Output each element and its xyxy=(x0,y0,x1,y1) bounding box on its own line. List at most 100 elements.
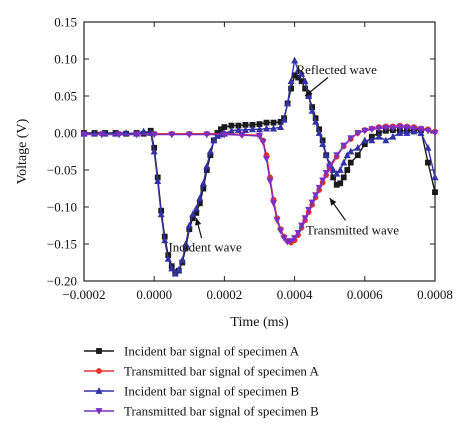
data-point xyxy=(347,135,355,143)
data-point xyxy=(382,136,390,144)
data-point xyxy=(206,147,214,155)
data-point xyxy=(315,184,323,192)
data-point xyxy=(301,77,309,85)
data-point xyxy=(178,256,186,264)
data-point xyxy=(337,180,344,187)
data-point xyxy=(227,126,235,134)
data-point xyxy=(396,129,404,136)
data-point xyxy=(161,236,169,244)
data-point xyxy=(288,85,294,92)
data-point xyxy=(150,147,158,155)
data-point xyxy=(203,162,211,170)
legend-marker xyxy=(96,348,102,354)
x-tick-label: 0.0000 xyxy=(136,287,172,302)
y-tick-label: 0.10 xyxy=(54,52,77,67)
data-point xyxy=(234,126,242,133)
data-point xyxy=(343,151,351,159)
legend-marker xyxy=(95,408,103,415)
y-axis-label: Voltage (V) xyxy=(15,118,30,184)
data-point xyxy=(196,194,204,202)
data-point xyxy=(375,132,383,140)
data-point xyxy=(185,221,193,229)
data-point xyxy=(308,199,316,207)
data-point xyxy=(431,130,439,137)
x-axis-label: Time (ms) xyxy=(230,315,289,330)
data-point xyxy=(210,136,218,144)
data-point xyxy=(322,170,330,177)
series-line xyxy=(84,74,436,273)
data-point xyxy=(354,143,362,151)
data-point xyxy=(256,125,263,133)
data-point xyxy=(425,159,431,166)
legend: Incident bar signal of specimen A Transmi… xyxy=(84,344,319,419)
annotation-arrowhead xyxy=(305,89,313,96)
data-point xyxy=(280,235,288,242)
data-point xyxy=(263,156,271,163)
data-point xyxy=(248,125,256,133)
data-point xyxy=(305,92,313,99)
y-tick-label: −0.10 xyxy=(47,200,77,215)
data-point xyxy=(312,192,320,200)
data-point xyxy=(403,124,411,132)
data-point xyxy=(431,173,439,181)
data-point xyxy=(336,166,344,173)
data-point xyxy=(294,230,302,237)
data-point xyxy=(150,131,158,139)
data-point xyxy=(396,124,404,131)
x-axis: −0.0002 0.0000 0.0002 0.0004 0.0006 0.0008 xyxy=(62,22,453,302)
data-point xyxy=(220,131,228,139)
data-point xyxy=(287,77,295,85)
data-point xyxy=(168,264,176,272)
data-point xyxy=(270,119,277,126)
data-point xyxy=(340,142,348,150)
data-point xyxy=(287,238,295,245)
x-tick-label: 0.0008 xyxy=(417,287,453,302)
data-point xyxy=(221,124,228,130)
legend-label: Incident bar signal of specimen A xyxy=(124,344,300,359)
data-point xyxy=(319,140,327,147)
y-tick-label: 0.00 xyxy=(54,126,77,141)
data-point xyxy=(294,66,302,73)
data-point xyxy=(382,124,390,132)
data-point xyxy=(263,119,270,126)
data-point xyxy=(361,136,369,144)
annotation-arrowhead xyxy=(195,218,202,226)
data-point xyxy=(295,74,302,81)
data-point xyxy=(157,210,165,218)
data-point xyxy=(175,266,183,273)
data-point xyxy=(347,159,354,166)
data-point xyxy=(298,222,306,230)
legend-item: Transmitted bar signal of specimen B xyxy=(84,404,319,419)
data-point xyxy=(284,99,292,107)
data-point xyxy=(199,179,207,187)
annotation-arrowhead xyxy=(329,198,337,206)
series-4 xyxy=(80,124,439,246)
data-point xyxy=(308,106,316,114)
legend-item: Incident bar signal of specimen A xyxy=(84,344,300,359)
data-point xyxy=(340,174,347,181)
plot-border xyxy=(83,21,436,282)
data-point xyxy=(424,143,432,151)
legend-marker xyxy=(96,368,102,374)
data-point xyxy=(270,124,278,132)
data-point xyxy=(182,240,190,247)
data-point xyxy=(185,131,193,139)
x-tick-label: −0.0002 xyxy=(62,287,105,302)
legend-marker xyxy=(95,387,103,394)
y-tick-label: −0.05 xyxy=(47,163,77,178)
series-group xyxy=(80,56,439,277)
data-point xyxy=(168,131,176,139)
data-point xyxy=(154,177,162,184)
data-point xyxy=(410,125,418,133)
data-point xyxy=(403,129,411,136)
data-point xyxy=(266,178,274,185)
data-point xyxy=(238,132,246,140)
series-line xyxy=(84,59,436,275)
data-point xyxy=(270,200,278,208)
data-point xyxy=(241,126,249,133)
data-point xyxy=(330,174,337,181)
data-point xyxy=(277,227,285,235)
data-point xyxy=(424,127,432,135)
data-point xyxy=(361,127,369,135)
data-point xyxy=(263,124,271,132)
